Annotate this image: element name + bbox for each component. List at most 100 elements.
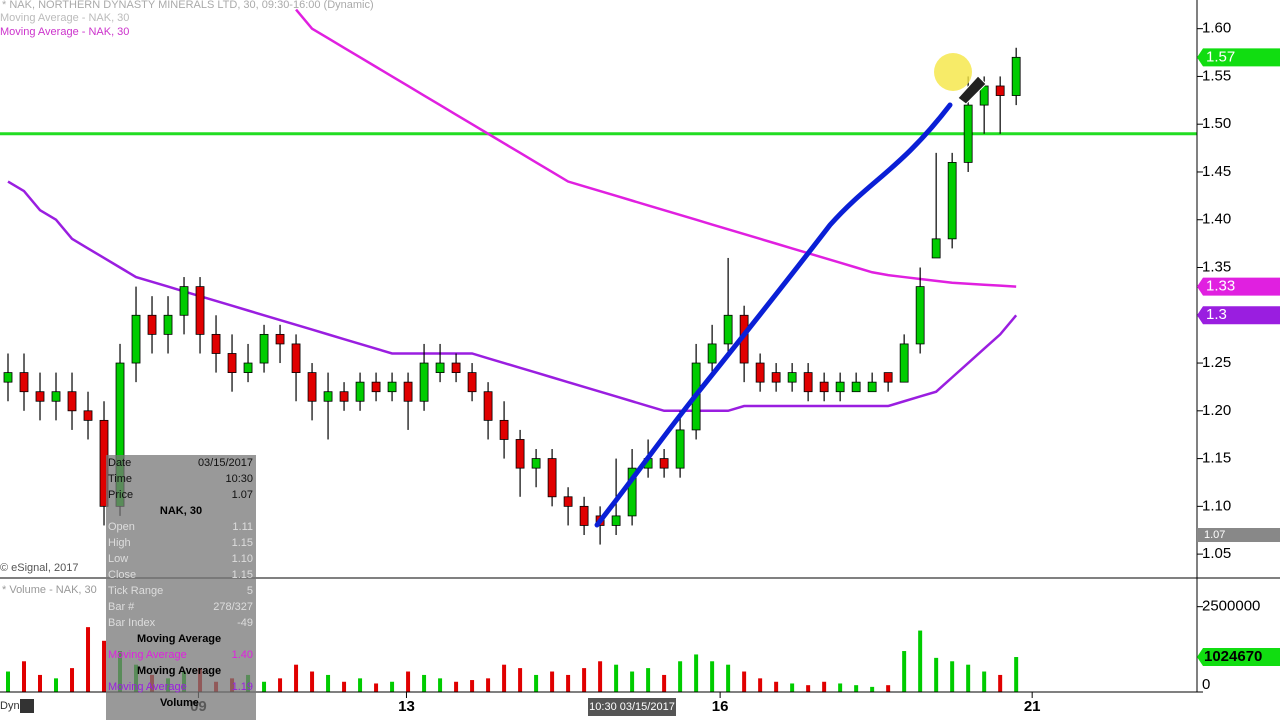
candle-body bbox=[483, 391, 493, 421]
info-key: Moving Average bbox=[108, 681, 187, 693]
volume-bar bbox=[902, 651, 907, 692]
volume-bar bbox=[422, 674, 427, 692]
candle-body bbox=[883, 372, 893, 383]
candle-body bbox=[419, 362, 429, 402]
chart-title: * NAK, NORTHERN DYNASTY MINERALS LTD, 30… bbox=[2, 0, 374, 11]
x-tick-label: 13 bbox=[398, 698, 415, 715]
volume-bar bbox=[374, 683, 379, 692]
candle-body bbox=[179, 286, 189, 316]
candle-body bbox=[291, 343, 301, 373]
volume-bar bbox=[486, 678, 491, 692]
volume-bar bbox=[982, 671, 987, 692]
volume-bar bbox=[774, 681, 779, 692]
volume-bar bbox=[278, 678, 283, 692]
pen-cursor bbox=[957, 75, 987, 105]
volume-bar bbox=[262, 681, 267, 692]
info-value: 10:30 bbox=[225, 473, 253, 485]
moving-average-line bbox=[7, 180, 1018, 413]
volume-bar bbox=[70, 668, 75, 692]
mode-label: Dyn bbox=[0, 700, 20, 712]
candle-body bbox=[531, 458, 541, 469]
info-key: Close bbox=[108, 569, 136, 581]
price-badge-label: 1.57 bbox=[1206, 48, 1235, 65]
y-tick-label: 1.40 bbox=[1202, 211, 1231, 228]
volume-bar bbox=[710, 661, 715, 692]
candle-body bbox=[803, 372, 813, 393]
candle-body bbox=[131, 314, 141, 364]
volume-bar bbox=[758, 678, 763, 692]
volume-bar bbox=[518, 668, 523, 692]
volume-bar bbox=[534, 674, 539, 692]
volume-badge bbox=[1197, 648, 1280, 667]
candle-body bbox=[787, 372, 797, 383]
candle-body bbox=[963, 104, 973, 163]
price-badge-label: 1.33 bbox=[1206, 278, 1235, 295]
candle-body bbox=[499, 419, 509, 440]
volume-bar bbox=[662, 674, 667, 692]
candle-body bbox=[35, 391, 45, 402]
info-heading: Volume bbox=[160, 697, 199, 709]
volume-bar bbox=[358, 678, 363, 692]
volume-bar bbox=[726, 664, 731, 692]
price-badge bbox=[1197, 306, 1280, 325]
volume-bar bbox=[1014, 657, 1019, 692]
candle-body bbox=[355, 381, 365, 402]
volume-panel bbox=[6, 627, 1019, 692]
volume-bar bbox=[838, 683, 843, 692]
price-badge-label: 1.3 bbox=[1206, 306, 1227, 323]
price-panel bbox=[0, 8, 1197, 545]
candle-body bbox=[275, 333, 285, 345]
volume-bar bbox=[6, 671, 11, 692]
price-badge bbox=[1197, 277, 1280, 296]
volume-bar bbox=[966, 664, 971, 692]
volume-bar bbox=[406, 671, 411, 692]
volume-bar bbox=[678, 661, 683, 692]
volume-bar bbox=[950, 661, 955, 692]
volume-bar bbox=[310, 671, 315, 692]
candle-body bbox=[451, 362, 461, 373]
candle-body bbox=[307, 372, 317, 402]
volume-bar bbox=[998, 674, 1003, 692]
volume-bar bbox=[630, 671, 635, 692]
candle-body bbox=[67, 391, 77, 412]
volume-bar bbox=[614, 664, 619, 692]
info-key: Price bbox=[108, 489, 133, 501]
icon[interactable] bbox=[20, 699, 34, 713]
info-key: Bar # bbox=[108, 601, 135, 613]
volume-bar bbox=[454, 681, 459, 692]
volume-bar bbox=[102, 640, 107, 692]
candle-body bbox=[227, 353, 237, 373]
volume-bar bbox=[390, 681, 395, 692]
candle-body bbox=[627, 467, 637, 517]
candle-body bbox=[867, 381, 877, 393]
candle-body bbox=[723, 314, 733, 345]
volume-bar bbox=[294, 664, 299, 692]
candle-body bbox=[163, 314, 173, 335]
info-key: Moving Average bbox=[108, 649, 187, 661]
volume-bar bbox=[54, 678, 59, 692]
info-value: 5 bbox=[247, 585, 253, 597]
info-value: 1.10 bbox=[232, 553, 253, 565]
info-symbol: NAK, 30 bbox=[160, 505, 202, 517]
cursor-highlight bbox=[934, 53, 972, 91]
candle-body bbox=[371, 381, 381, 393]
candle-body bbox=[147, 314, 157, 335]
info-key: Tick Range bbox=[108, 585, 163, 597]
info-key: Bar Index bbox=[108, 617, 156, 629]
candle-body bbox=[547, 458, 557, 498]
moving-average-line bbox=[295, 8, 1017, 288]
info-value: 1.15 bbox=[232, 537, 253, 549]
volume-tick-label: 0 bbox=[1202, 676, 1210, 693]
candle-body bbox=[259, 333, 269, 364]
candle-body bbox=[707, 343, 717, 364]
crosshair-badge-label: 1.07 bbox=[1204, 529, 1225, 541]
volume-bar bbox=[646, 668, 651, 692]
candle-body bbox=[51, 391, 61, 402]
volume-title: * Volume - NAK, 30 bbox=[2, 584, 97, 596]
candle-body bbox=[947, 162, 957, 240]
y-tick-label: 1.15 bbox=[1202, 450, 1231, 467]
x-tick-label: 16 bbox=[712, 698, 729, 715]
y-tick-label: 1.20 bbox=[1202, 402, 1231, 419]
candle-body bbox=[611, 515, 621, 526]
copyright: © eSignal, 2017 bbox=[0, 562, 78, 574]
